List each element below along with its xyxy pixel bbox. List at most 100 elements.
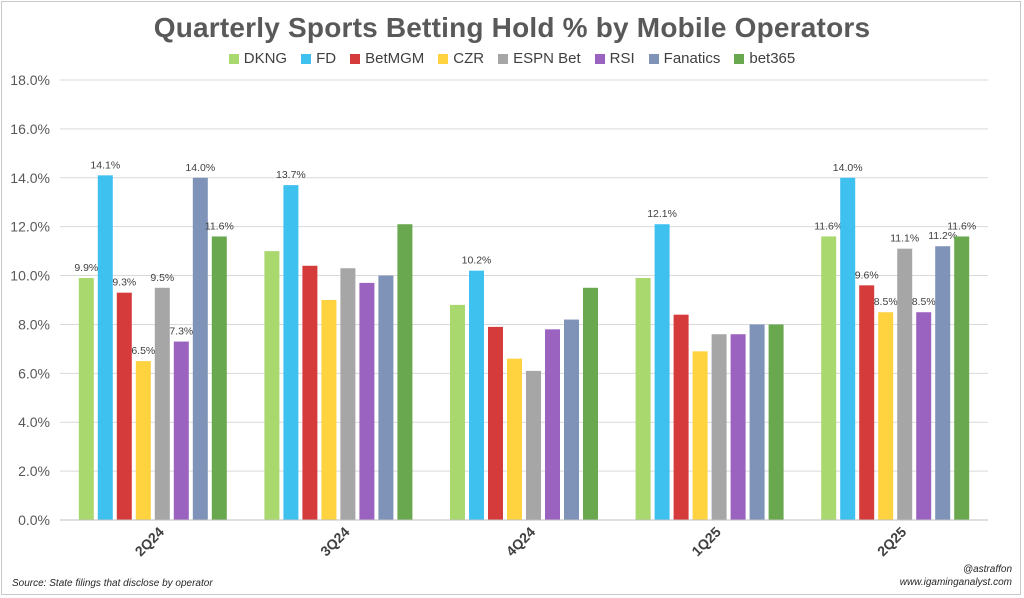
legend-swatch — [734, 53, 745, 64]
bar-fanatics — [749, 324, 765, 520]
legend-label: DKNG — [243, 50, 288, 67]
data-label: 14.0% — [185, 162, 215, 174]
x-category-label: 4Q24 — [503, 524, 539, 560]
legend-label: CZR — [453, 50, 485, 67]
bar-czr — [692, 351, 708, 520]
data-label: 14.0% — [833, 162, 863, 174]
data-label: 8.5% — [912, 296, 936, 308]
bar-betmgm — [488, 326, 503, 520]
x-category-label: 2Q25 — [874, 524, 910, 560]
data-label: 9.5% — [150, 272, 174, 284]
legend-item-dkng: DKNG — [228, 50, 288, 67]
bar-fanatics — [564, 319, 579, 520]
bar-fd — [840, 177, 856, 520]
bar-bet365 — [768, 324, 784, 520]
x-category-label: 1Q25 — [688, 524, 724, 560]
bar-espn-bet — [526, 370, 541, 520]
bar-fanatics — [935, 246, 951, 520]
bar-bet365 — [583, 287, 598, 520]
bar-espn-bet — [340, 268, 356, 520]
y-tick-label: 6.0% — [18, 365, 50, 381]
y-tick-label: 2.0% — [18, 463, 50, 479]
legend-swatch — [438, 53, 449, 64]
bar-espn-bet — [154, 287, 170, 520]
data-label: 6.5% — [131, 345, 155, 357]
legend-label: BetMGM — [365, 50, 425, 67]
bar-rsi — [916, 312, 932, 520]
legend-item-betmgm: BetMGM — [350, 50, 424, 67]
author-handle: @astraffon — [962, 564, 1012, 575]
legend-item-rsi: RSI — [594, 50, 635, 67]
website-url: www.igaminganalyst.com — [899, 577, 1012, 588]
source-note: Source: State filings that disclose by o… — [12, 578, 213, 589]
y-tick-label: 8.0% — [18, 316, 50, 332]
y-tick-label: 16.0% — [10, 121, 50, 137]
bar-betmgm — [302, 265, 318, 520]
data-label: 12.1% — [647, 208, 677, 220]
bar-bet365 — [954, 236, 970, 520]
y-tick-label: 0.0% — [18, 512, 50, 528]
bar-betmgm — [116, 292, 132, 520]
data-label: 11.2% — [928, 230, 957, 242]
bar-rsi — [730, 334, 746, 520]
bar-czr — [507, 358, 522, 520]
data-label: 11.6% — [814, 220, 843, 232]
bar-espn-bet — [897, 248, 913, 520]
legend-label: Fanatics — [663, 50, 721, 67]
legend-swatch — [301, 53, 312, 64]
x-category-label: 3Q24 — [317, 524, 353, 560]
legend-label: RSI — [609, 50, 635, 67]
data-label: 11.6% — [947, 220, 976, 232]
bar-fd — [469, 270, 484, 520]
bar-rsi — [173, 341, 189, 520]
legend-label: ESPN Bet — [513, 50, 581, 67]
bar-bet365 — [397, 224, 413, 520]
y-tick-label: 18.0% — [10, 72, 50, 88]
bar-fanatics — [192, 177, 208, 520]
legend-swatch — [228, 53, 239, 64]
bar-czr — [321, 300, 337, 520]
data-label: 11.1% — [890, 233, 919, 245]
y-tick-label: 14.0% — [10, 170, 50, 186]
data-label: 14.1% — [90, 159, 120, 171]
bar-betmgm — [859, 285, 875, 520]
bar-dkng — [264, 251, 280, 520]
legend-swatch — [594, 53, 605, 64]
data-label: 11.6% — [205, 220, 234, 232]
chart-title: Quarterly Sports Betting Hold % by Mobil… — [153, 12, 871, 43]
legend-swatch — [498, 53, 509, 64]
legend-swatch — [648, 53, 659, 64]
bar-fd — [97, 175, 113, 521]
bar-dkng — [450, 304, 465, 520]
bar-bet365 — [211, 236, 227, 520]
data-label: 9.6% — [855, 269, 879, 281]
bar-dkng — [821, 236, 837, 520]
bar-fd — [654, 224, 670, 520]
y-tick-label: 4.0% — [18, 414, 50, 430]
legend-item-czr: CZR — [438, 50, 484, 67]
bar-fanatics — [378, 275, 394, 520]
legend-item-bet365: bet365 — [734, 50, 795, 67]
credit-block: @astraffon www.igaminganalyst.com — [900, 563, 1012, 589]
bar-rsi — [359, 282, 375, 520]
data-label: 9.9% — [74, 262, 98, 274]
legend-label: FD — [316, 50, 337, 67]
chart-legend: DKNG FD BetMGM CZR ESPN Bet RSI Fanatics bet365 — [0, 50, 1024, 67]
legend-item-fd: FD — [301, 50, 336, 67]
y-tick-label: 12.0% — [10, 219, 50, 235]
bar-czr — [878, 312, 894, 520]
x-category-label: 2Q24 — [131, 524, 167, 560]
data-label: 9.3% — [112, 277, 136, 289]
bar-czr — [135, 361, 151, 520]
legend-item-fanatics: Fanatics — [648, 50, 721, 67]
bar-betmgm — [673, 314, 689, 520]
data-label: 8.5% — [874, 296, 898, 308]
legend-label: bet365 — [749, 50, 796, 67]
bar-fd — [283, 185, 299, 520]
data-label: 13.7% — [276, 169, 306, 181]
bar-dkng — [78, 278, 94, 520]
bar-dkng — [635, 278, 651, 520]
data-label: 10.2% — [462, 255, 492, 267]
